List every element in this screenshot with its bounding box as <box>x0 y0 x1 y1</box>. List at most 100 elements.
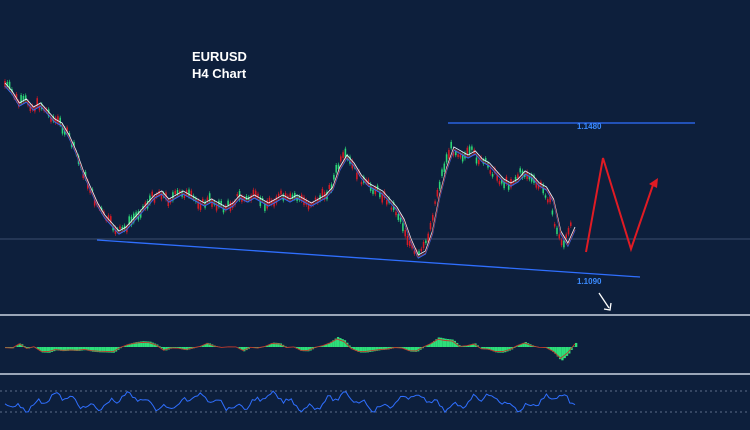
candle-body <box>50 117 52 122</box>
macd-bar <box>522 342 525 347</box>
candle-body <box>38 104 41 111</box>
macd-bar <box>481 347 484 350</box>
candle-body <box>82 174 84 179</box>
resistance-label: 1.1480 <box>577 122 602 131</box>
macd-bar <box>343 340 347 347</box>
macd-bar <box>499 347 502 353</box>
macd-bar <box>160 347 163 349</box>
macd-bar <box>355 347 358 351</box>
macd-bar <box>387 347 390 350</box>
candle-body <box>280 190 282 195</box>
candle-body <box>425 240 427 244</box>
candle-body <box>215 204 218 211</box>
candle-body <box>450 141 452 149</box>
macd-bar <box>151 342 154 347</box>
macd-bar <box>78 347 81 351</box>
candle-body <box>199 202 202 210</box>
macd-bar <box>87 347 90 351</box>
macd-bar <box>526 343 530 347</box>
candle-body <box>498 181 501 185</box>
macd-bar <box>25 347 28 348</box>
macd-bar <box>272 342 276 347</box>
candle-body <box>333 174 335 180</box>
macd-bar <box>453 340 456 347</box>
macd-bar <box>430 342 434 347</box>
macd-bar <box>348 345 351 347</box>
macd-bar <box>124 345 127 347</box>
macd-bar <box>142 341 145 347</box>
candle-body <box>397 213 400 220</box>
macd-bar <box>449 339 452 347</box>
macd-bar <box>371 347 374 352</box>
candle-body <box>344 148 347 158</box>
candle-body <box>471 146 473 150</box>
candle-body <box>116 229 119 232</box>
macd-bar <box>298 347 301 350</box>
chart-subtitle: H4 Chart <box>192 66 247 81</box>
macd-bar <box>492 347 495 352</box>
candle-body <box>556 227 558 235</box>
macd-bar <box>162 347 166 351</box>
candle-body <box>457 154 459 157</box>
candle-body <box>24 95 27 101</box>
macd-bar <box>295 347 299 349</box>
macd-bar <box>270 343 273 347</box>
macd-bar <box>71 347 74 351</box>
candle-body <box>409 240 411 247</box>
macd-bar <box>410 347 413 352</box>
candle-body <box>61 125 64 134</box>
macd-bar <box>201 345 205 347</box>
candle-body <box>59 117 61 126</box>
candle-body <box>54 117 57 123</box>
candle-body <box>188 189 190 197</box>
candle-body <box>452 151 455 156</box>
macd-bar <box>442 338 445 347</box>
candle-body <box>8 81 11 90</box>
candle-body <box>340 156 342 162</box>
macd-bar <box>85 347 88 351</box>
candle-body <box>386 200 388 205</box>
macd-bar <box>43 347 47 353</box>
macd-bar <box>105 347 109 353</box>
macd-bar <box>350 347 353 349</box>
candle-body <box>160 193 163 200</box>
projection-arrowhead <box>649 178 658 188</box>
candle-body <box>395 211 397 216</box>
macd-bar <box>108 347 111 353</box>
candle-body <box>236 194 239 197</box>
candle-body <box>179 190 181 193</box>
candle-body <box>445 154 448 163</box>
macd-bar <box>375 347 379 351</box>
macd-bar <box>59 347 63 351</box>
candle-body <box>220 200 222 206</box>
macd-bar <box>341 339 344 347</box>
candle-body <box>47 109 50 117</box>
candle-body <box>66 127 68 132</box>
candle-body <box>549 194 551 203</box>
macd-bar <box>300 347 303 351</box>
candle-body <box>192 195 195 200</box>
candle-body <box>434 201 436 204</box>
candle-body <box>360 182 363 185</box>
macd-bar <box>339 338 342 347</box>
macd-bar <box>524 342 527 347</box>
macd-bar <box>357 347 360 352</box>
candle-body <box>420 248 423 252</box>
macd-bar <box>103 347 106 353</box>
candle-body <box>167 199 170 207</box>
macd-bar <box>268 344 271 347</box>
candle-body <box>264 202 266 211</box>
macd-bar <box>515 346 518 347</box>
down-arrowhead <box>603 302 612 311</box>
candle-body <box>112 226 114 231</box>
candle-body <box>535 179 538 188</box>
candle-body <box>461 153 464 162</box>
macd-bar <box>352 347 356 350</box>
macd-bar <box>277 342 280 347</box>
candle-body <box>227 200 229 206</box>
moving-average-line <box>4 84 576 258</box>
macd-bar <box>128 343 131 347</box>
macd-bar <box>327 342 331 347</box>
macd-bar <box>417 347 420 352</box>
candle-body <box>277 193 280 197</box>
